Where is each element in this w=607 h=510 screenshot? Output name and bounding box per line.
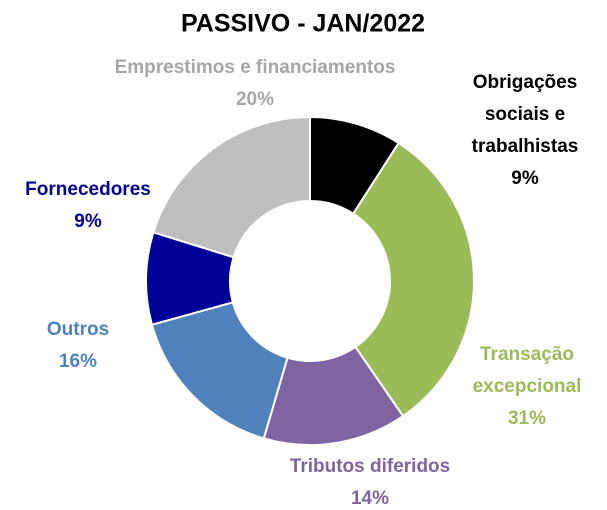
donut-slice <box>351 141 475 418</box>
slice-label: Transação excepcional <box>473 344 582 397</box>
label-line: excepcional <box>473 376 582 397</box>
slice-label: Outros <box>47 319 109 340</box>
donut-slice <box>152 115 311 259</box>
value-label: 16% <box>59 351 97 372</box>
chart-title: PASSIVO - JAN/2022 <box>181 10 425 38</box>
label-line: Fornecedores <box>25 179 151 200</box>
value-label: 14% <box>351 488 389 509</box>
slice-label: Obrigações sociais e trabalhistas <box>472 72 579 157</box>
label-line: Tributos diferidos <box>290 456 450 477</box>
slice-label: Emprestimos e financiamentos <box>115 57 396 78</box>
value-label: 31% <box>508 408 546 429</box>
value-label: 20% <box>236 89 274 110</box>
donut-slice <box>150 301 289 440</box>
label-line: Emprestimos e financiamentos <box>115 57 396 78</box>
value-label: 9% <box>74 211 102 232</box>
label-line: trabalhistas <box>472 136 579 157</box>
label-line: Transação <box>480 344 574 365</box>
label-line: Outros <box>47 319 109 340</box>
label-line: sociais e <box>485 104 565 125</box>
slice-label: Tributos diferidos <box>290 456 450 477</box>
value-label: 9% <box>511 168 539 189</box>
slice-label: Fornecedores <box>25 179 151 200</box>
label-line: Obrigações <box>473 72 578 93</box>
